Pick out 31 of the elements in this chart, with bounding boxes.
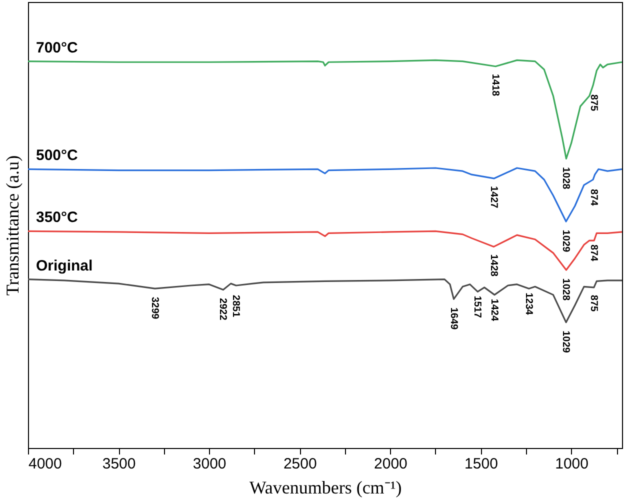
x-tick-label: 3000 [192,456,226,472]
x-tick-label: 1000 [555,456,588,472]
annotation: 1029 [560,330,572,354]
annotation: 1028 [560,166,572,190]
annotation: 1028 [560,278,572,301]
series-label: 500°C [36,147,78,164]
annotation: 875 [588,294,599,312]
annotation: 1428 [488,254,499,277]
annotation: 1418 [490,74,501,97]
annotation: 875 [588,94,599,112]
y-axis-title: Transmittance (a.u) [2,155,22,296]
annotation: 874 [588,189,600,206]
annotation: 3299 [148,296,160,320]
x-axis-title: Wavenumbers (cm⁻¹) [249,478,402,498]
x-tick-label: 3500 [102,456,136,472]
x-tick-label: 1500 [464,456,498,472]
annotation: 1029 [560,230,572,252]
annotation: 1649 [448,307,459,330]
x-tick-label: 2500 [283,456,317,472]
x-tick-label: 4000 [28,456,62,472]
x-tick-label: 2000 [374,456,408,472]
annotation: 874 [588,244,600,262]
annotation: 2851 [230,294,242,318]
series-label: Original [36,257,93,274]
series-label: 700°C [36,39,78,56]
annotation: 2922 [217,298,228,321]
annotation: 1234 [522,292,534,316]
annotation: 1427 [488,186,499,209]
annotation: 1517 [472,296,483,318]
series-label: 350°C [36,209,78,226]
annotation: 1424 [488,298,500,322]
